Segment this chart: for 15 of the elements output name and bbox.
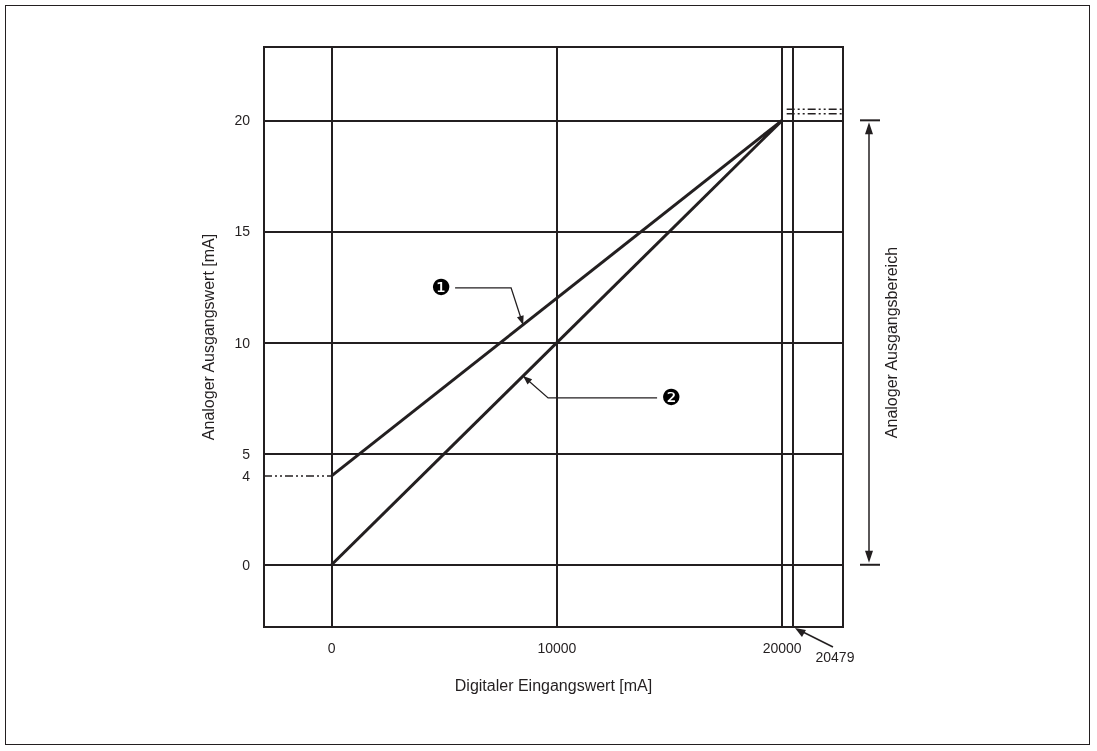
y-tick-label: 15 <box>234 223 251 240</box>
y-tick-label: 4 <box>242 467 251 484</box>
annotation: ❶ <box>431 275 451 301</box>
y-tick-label: 0 <box>242 556 251 573</box>
y-tick-label: 20 <box>234 112 251 129</box>
y-tick-label: 10 <box>234 334 251 351</box>
annotation: ❷ <box>661 385 681 411</box>
text: 20479 <box>815 649 855 665</box>
y-tick-label: 5 <box>242 445 251 462</box>
y-axis-title: Analoger Ausgangswert [mA] <box>199 233 217 441</box>
x-tick-label: 20000 <box>762 640 802 656</box>
x-tick-label: 0 <box>327 640 336 656</box>
text: Analoger Ausgangsbereich <box>882 246 900 439</box>
x-tick-label: 10000 <box>537 640 577 656</box>
x-axis-title: Digitaler Eingangswert [mA] <box>454 676 653 694</box>
